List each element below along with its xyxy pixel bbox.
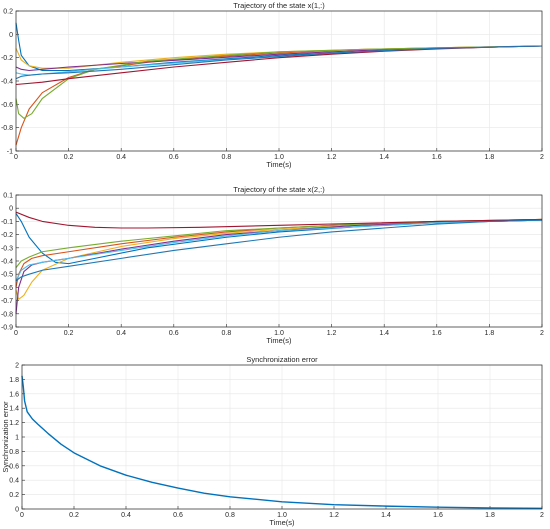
x-tick-label: 1.2 [327, 154, 337, 161]
x-tick-label: 1.0 [274, 330, 284, 337]
y-tick-label: -0.2 [1, 232, 13, 239]
x-tick-label: 0.2 [69, 512, 79, 519]
y-tick-label: 2 [15, 363, 19, 370]
x-tick-label: 0.8 [222, 154, 232, 161]
x-tick-label: 2 [540, 512, 544, 519]
y-tick-label: 1.2 [9, 420, 19, 427]
y-axis-label: Synchronization error [1, 401, 10, 473]
y-tick-label: 1.4 [9, 406, 19, 413]
y-tick-label: -0.8 [1, 125, 13, 132]
x-tick-label: 0 [14, 330, 18, 337]
axes-frame [15, 10, 543, 152]
x-tick-label: 1.6 [433, 512, 443, 519]
y-tick-label: 1.6 [9, 391, 19, 398]
series-line-1 [21, 375, 543, 509]
y-tick-label: 0 [9, 206, 13, 213]
series-line-8 [15, 219, 543, 282]
x-tick-label: 1.8 [485, 330, 495, 337]
y-tick-label: -0.6 [1, 285, 13, 292]
x-tick-label: 1.2 [327, 330, 337, 337]
x-tick-label: 0.2 [64, 330, 74, 337]
y-tick-label: 1.8 [9, 377, 19, 384]
chart-title: Trajectory of the state x(2,:) [233, 185, 325, 194]
x-tick-label: 0.8 [225, 512, 235, 519]
chart-panel-1: 0 0.2 0.4 0.6 0.8 1.0 1.2 1.4 1.6 1.8 2 -1 -0.8 -0.6 -… [1, 1, 544, 169]
chart-panel-2: 0 0.2 0.4 0.6 0.8 1.0 1.2 1.4 1.6 1.8 2 -0.9 -0.8 -0.… [1, 185, 544, 345]
chart-panel-3: 0 0.2 0.4 0.6 0.8 1.0 1.2 1.4 1.6 1.8 2 0 0.2 0.4 0.6 0… [1, 355, 544, 527]
y-tick-label: 0.2 [9, 492, 19, 499]
series-line-4 [15, 45, 543, 72]
x-tick-label: 0 [14, 154, 18, 161]
y-tick-label: 0.2 [3, 9, 13, 16]
axes-frame [21, 364, 543, 510]
x-tick-label: 1.6 [432, 330, 442, 337]
x-tick-label: 0 [20, 512, 24, 519]
y-tick-label: -0.2 [1, 55, 13, 62]
x-tick-label: 0.6 [173, 512, 183, 519]
x-tick-label: 2 [540, 330, 544, 337]
y-tick-label: 0.1 [3, 193, 13, 200]
x-tick-label: 1.2 [329, 512, 339, 519]
y-tick-label: 0.8 [9, 449, 19, 456]
x-tick-label: 1.0 [274, 154, 284, 161]
y-tick-label: -1 [7, 149, 13, 156]
x-tick-label: 0.4 [116, 154, 126, 161]
x-tick-label: 0.6 [169, 154, 179, 161]
y-tick-label: 0 [15, 507, 19, 514]
x-tick-label: 1.4 [379, 154, 389, 161]
x-axis-label: Time(s) [266, 336, 292, 345]
x-axis-label: Time(s) [269, 518, 295, 527]
axes-frame [15, 194, 543, 328]
x-axis-label: Time(s) [266, 160, 292, 169]
x-tick-label: 1.6 [432, 154, 442, 161]
y-tick-label: 0 [9, 32, 13, 39]
series-line-8 [15, 45, 543, 80]
x-tick-label: 0.8 [222, 330, 232, 337]
x-tick-label: 1.4 [379, 330, 389, 337]
y-tick-label: 0.6 [9, 463, 19, 470]
series-line-6 [15, 219, 543, 282]
x-tick-label: 0.4 [121, 512, 131, 519]
y-tick-label: -0.8 [1, 311, 13, 318]
y-tick-label: -0.5 [1, 272, 13, 279]
x-tick-label: 0.4 [116, 330, 126, 337]
x-tick-label: 1.8 [485, 154, 495, 161]
y-tick-label: -0.9 [1, 325, 13, 332]
y-tick-label: 1 [15, 435, 19, 442]
x-tick-label: 1.8 [485, 512, 495, 519]
y-tick-label: -0.7 [1, 298, 13, 305]
x-tick-label: 1.0 [277, 512, 287, 519]
series-line-7 [15, 211, 543, 229]
y-tick-label: -0.4 [1, 79, 13, 86]
series-line-4 [15, 219, 543, 314]
chart-title: Synchronization error [246, 355, 318, 364]
x-tick-label: 0.6 [169, 330, 179, 337]
y-tick-label: -0.6 [1, 102, 13, 109]
chart-title: Trajectory of the state x(1,:) [233, 1, 325, 10]
y-tick-label: -0.3 [1, 245, 13, 252]
x-tick-label: 1.4 [381, 512, 391, 519]
x-tick-label: 0.2 [64, 154, 74, 161]
y-tick-label: 0.4 [9, 478, 19, 485]
x-tick-label: 2 [540, 154, 544, 161]
y-tick-label: -0.1 [1, 219, 13, 226]
y-tick-label: -0.4 [1, 259, 13, 266]
